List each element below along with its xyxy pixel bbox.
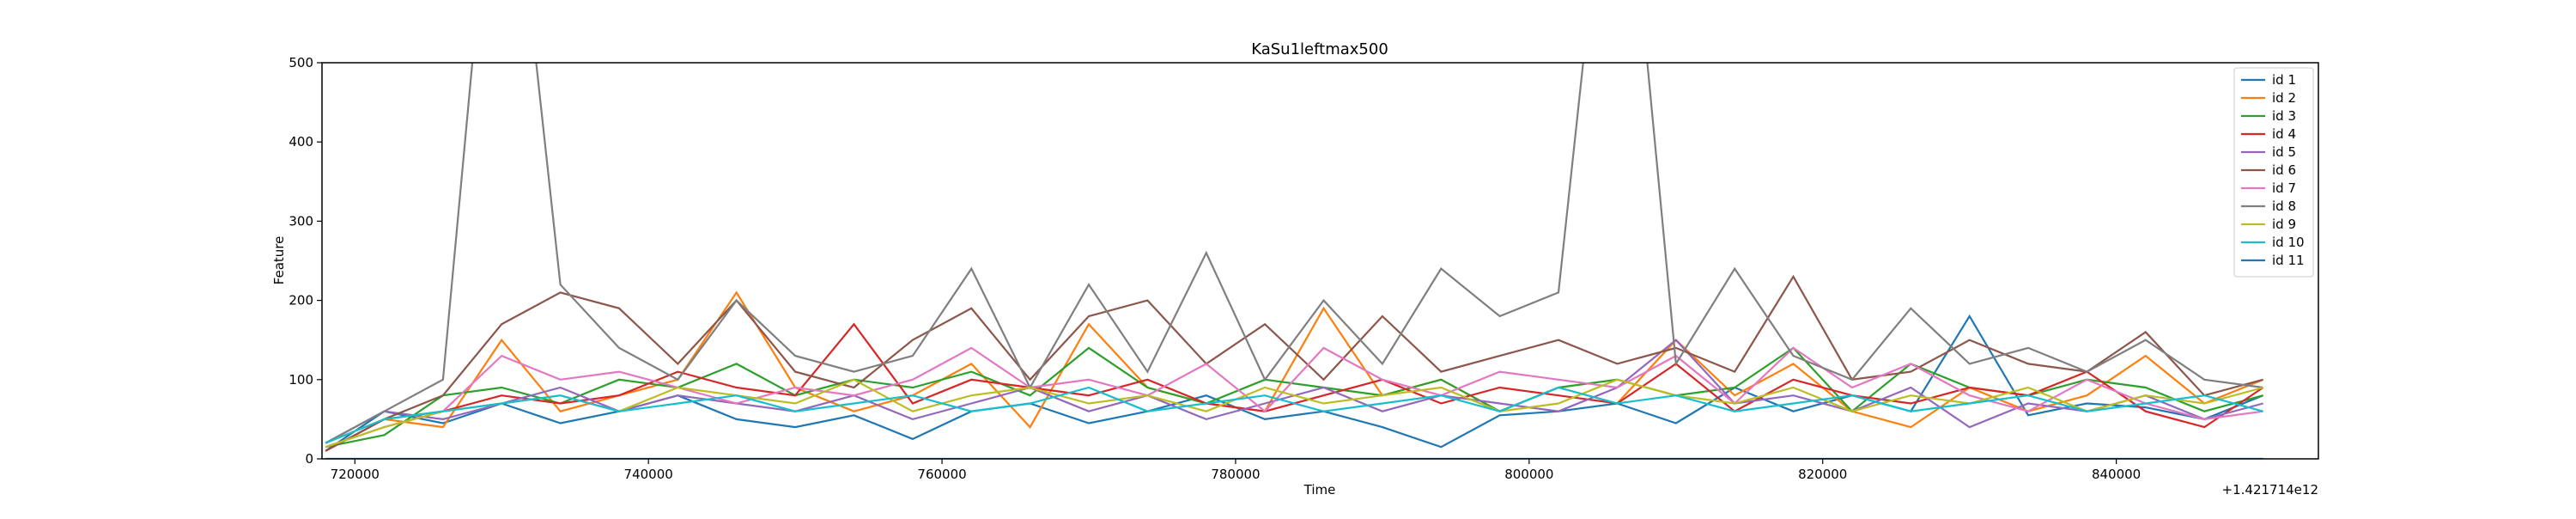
y-axis-label: Feature [271,236,287,285]
legend-label: id 4 [2272,126,2296,142]
legend-label: id 2 [2272,90,2296,106]
series-line [325,63,2263,444]
legend-label: id 5 [2272,144,2296,160]
x-tick-label: 800000 [1504,467,1553,482]
legend-label: id 10 [2272,235,2305,250]
axes-frame [321,62,2319,460]
x-tick-label: 760000 [917,467,966,482]
x-tick-label: 740000 [624,467,673,482]
y-tick-label: 500 [289,55,313,70]
legend-label: id 3 [2272,108,2296,124]
legend-label: id 9 [2272,217,2296,232]
legend-label: id 11 [2272,253,2305,268]
y-tick-label: 200 [289,293,313,308]
legend-label: id 8 [2272,198,2296,214]
plot-area [325,63,2264,459]
x-tick-label: 840000 [2092,467,2141,482]
series-line [325,274,2263,452]
legend-label: id 6 [2272,162,2296,178]
x-offset-label: +1.421714e12 [2222,482,2318,498]
series-line [325,378,2263,449]
x-axis-label: Time [1303,482,1336,498]
x-tick-label: 720000 [331,467,380,482]
x-tick-label: 780000 [1211,467,1260,482]
series-line [325,386,2263,444]
y-tick-label: 300 [289,213,313,229]
y-tick-label: 400 [289,134,313,150]
legend-label: id 7 [2272,180,2296,196]
y-tick-label: 0 [305,451,313,467]
y-tick-label: 100 [289,372,313,388]
legend-label: id 1 [2272,72,2296,88]
x-tick-label: 820000 [1798,467,1847,482]
legend: id 1 id 2 id 3 id 4 id 5 id 6 id 7 id 8 id 9 id 1… [2233,67,2314,278]
series-line [325,346,2263,449]
chart-title: KaSu1leftmax500 [1251,40,1388,58]
